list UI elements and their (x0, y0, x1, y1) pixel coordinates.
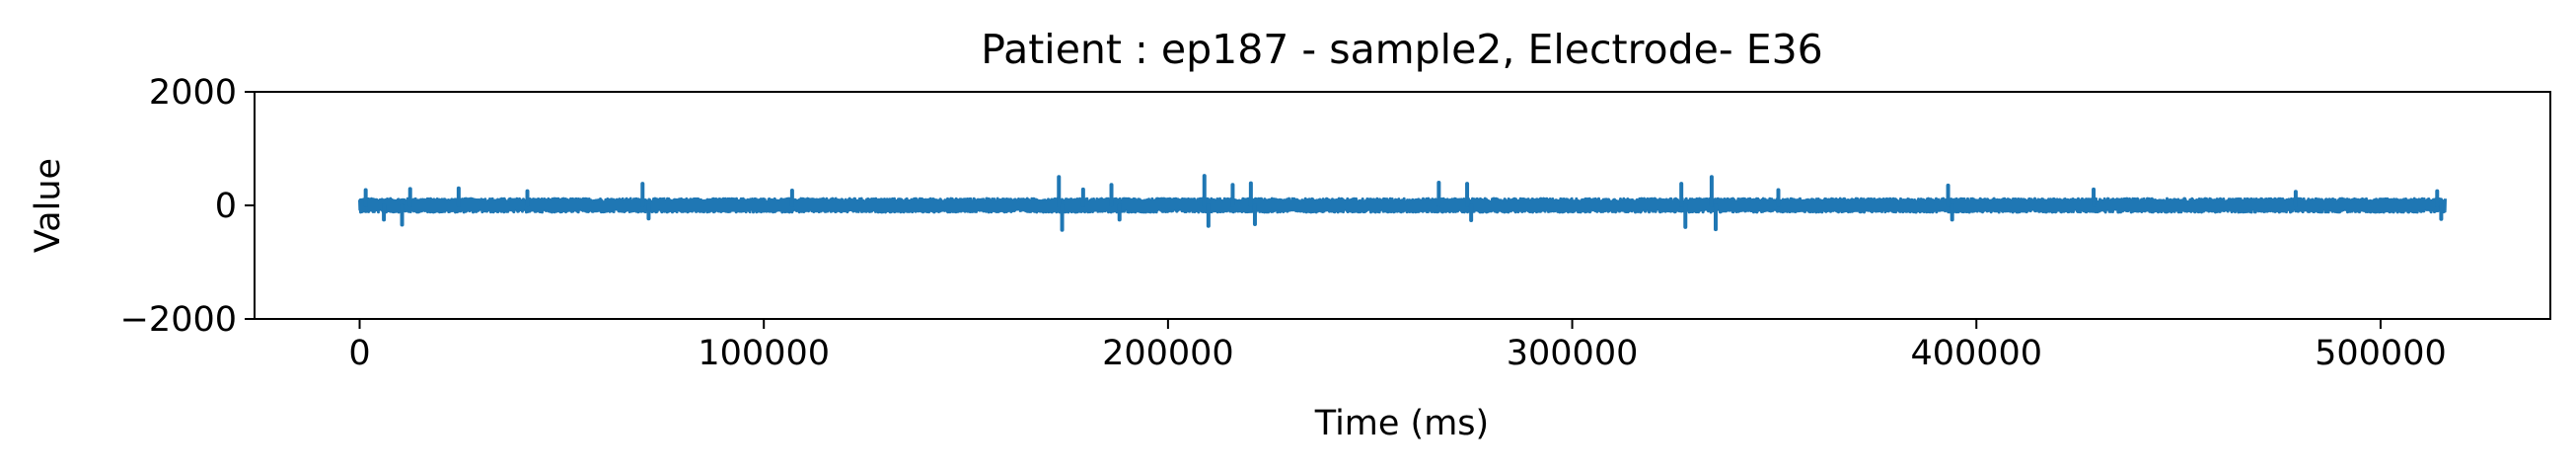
chart-title: Patient : ep187 - sample2, Electrode- E3… (981, 26, 1823, 73)
y-axis-ticks: −2000 0 2000 (120, 73, 255, 340)
y-tick-label: 2000 (149, 73, 237, 113)
x-tick-label: 200000 (1102, 334, 1234, 373)
x-axis-label: Time (ms) (1314, 404, 1489, 443)
x-tick-label: 0 (348, 334, 370, 373)
x-tick-label: 100000 (698, 334, 830, 373)
x-tick-label: 300000 (1507, 334, 1639, 373)
y-axis-label: Value (29, 158, 68, 253)
y-tick-label: −2000 (120, 300, 237, 340)
x-tick-label: 400000 (1910, 334, 2042, 373)
x-tick-label: 500000 (2315, 334, 2447, 373)
x-axis-ticks: 0 100000 200000 300000 400000 500000 (348, 319, 2447, 373)
series-layer (358, 174, 2447, 232)
y-tick-label: 0 (215, 187, 237, 226)
signal-trace (358, 197, 2447, 214)
